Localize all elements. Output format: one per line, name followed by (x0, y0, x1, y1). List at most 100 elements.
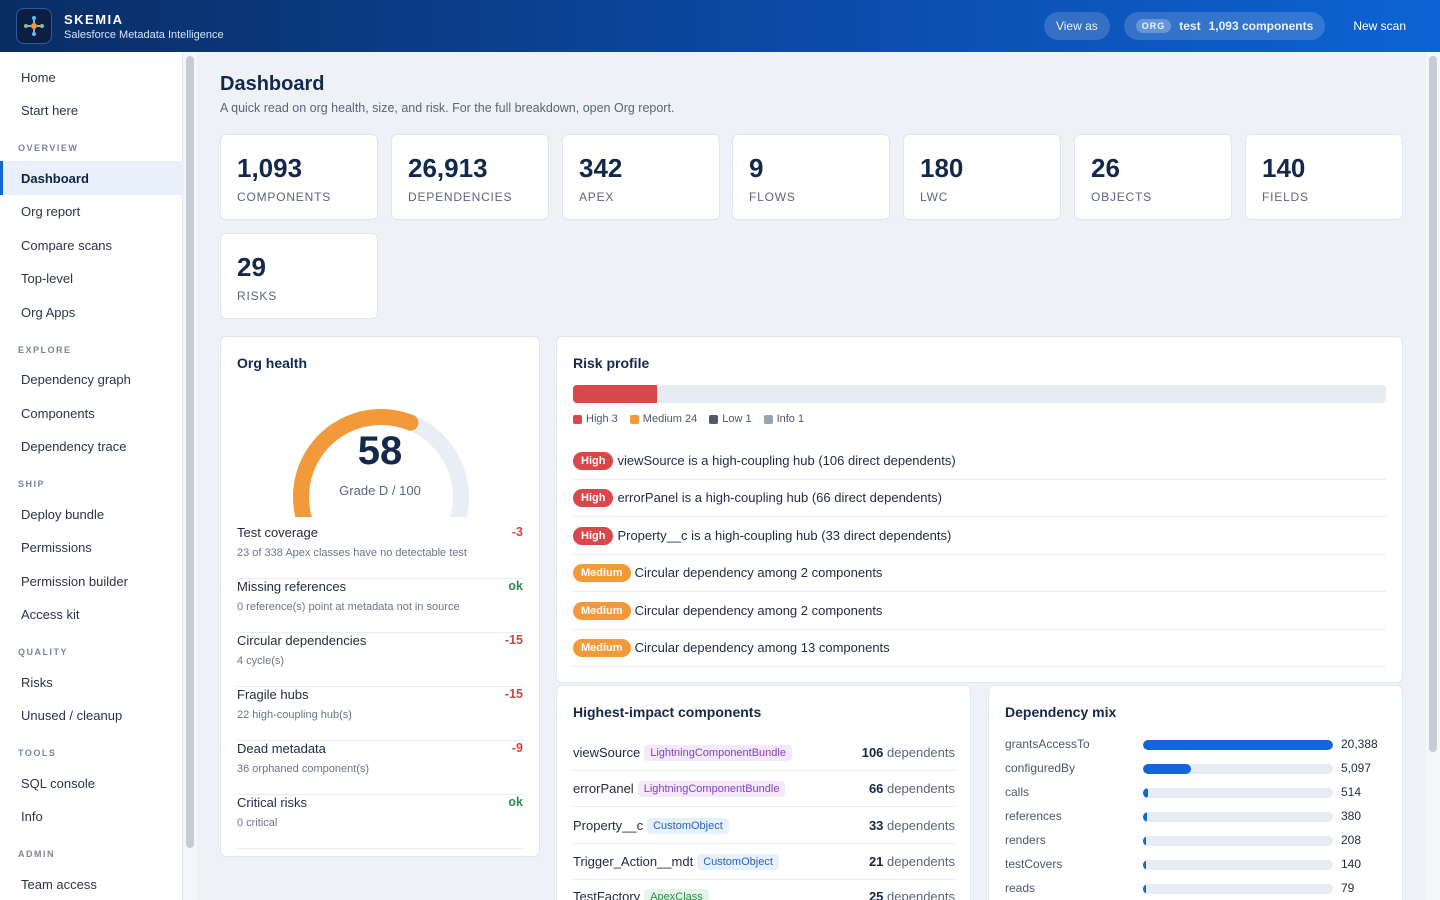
dependency-mix-title: Dependency mix (1005, 704, 1117, 720)
sidebar-item-compare-scans[interactable]: Compare scans (21, 238, 113, 253)
org-selector[interactable]: ORG test 1,093 components (1123, 12, 1326, 40)
health-row[interactable]: Dead metadata 36 orphaned component(s) -… (237, 741, 523, 795)
sidebar-item-components[interactable]: Components (21, 406, 95, 421)
kpi-card-fields[interactable]: 140 FIELDS (1245, 134, 1403, 220)
mix-row[interactable]: configuredBy 5,097 (1005, 757, 1387, 781)
risk-badge-high: High (573, 451, 614, 470)
impact-type-tag: LightningComponentBundle (644, 744, 792, 761)
sidebar-section-overview: OVERVIEW (18, 143, 79, 153)
sidebar-item-dependency-trace[interactable]: Dependency trace (21, 439, 127, 454)
impact-dependents: 66 dependents (869, 781, 955, 796)
kpi-card-dependencies[interactable]: 26,913 DEPENDENCIES (391, 134, 549, 220)
risk-item[interactable]: High viewSource is a high-coupling hub (… (573, 442, 1386, 480)
impact-count: 106 (861, 745, 884, 760)
kpi-label: OBJECTS (1091, 190, 1152, 204)
risk-item[interactable]: High errorPanel is a high-coupling hub (… (573, 479, 1386, 517)
mix-bar-track (1143, 836, 1333, 846)
risk-badge-medium: Medium (573, 638, 631, 657)
health-row-desc: 0 reference(s) point at metadata not in … (237, 601, 460, 613)
kpi-label: DEPENDENCIES (408, 190, 513, 204)
sidebar-item-access-kit[interactable]: Access kit (21, 607, 80, 622)
mix-name: calls (1005, 785, 1030, 799)
impact-row[interactable]: viewSource LightningComponentBundle 106 … (573, 735, 955, 771)
health-row[interactable]: Fragile hubs 22 high-coupling hub(s) -15 (237, 687, 523, 741)
sidebar-item-team-access[interactable]: Team access (21, 877, 97, 892)
org-components: 1,093 components (1208, 19, 1314, 33)
sidebar-item-permission-builder[interactable]: Permission builder (21, 574, 128, 589)
kpi-card-risks[interactable]: 29 RISKS (220, 233, 378, 319)
sidebar-item-deploy-bundle[interactable]: Deploy bundle (21, 507, 105, 522)
health-row-desc: 4 cycle(s) (237, 655, 285, 667)
legend-label: Info 1 (776, 413, 805, 425)
org-tag: ORG (1135, 19, 1172, 33)
sidebar-item-unused-cleanup[interactable]: Unused / cleanup (21, 708, 123, 723)
legend-low: Low 1 (709, 413, 752, 425)
top-bar: SKEMIA Salesforce Metadata Intelligence … (0, 0, 1440, 52)
sidebar-item-dependency-graph[interactable]: Dependency graph (21, 372, 131, 387)
risk-badge-high: High (573, 488, 614, 507)
kpi-label: LWC (920, 190, 949, 204)
sidebar-item-sql-console[interactable]: SQL console (21, 776, 95, 791)
health-row[interactable]: Missing references 0 reference(s) point … (237, 579, 523, 633)
kpi-card-components[interactable]: 1,093 COMPONENTS (220, 134, 378, 220)
kpi-card-flows[interactable]: 9 FLOWS (732, 134, 890, 220)
health-gauge (293, 409, 469, 517)
kpi-card-objects[interactable]: 26 OBJECTS (1074, 134, 1232, 220)
mix-bar-track (1143, 788, 1333, 798)
impact-type-tag: CustomObject (697, 853, 779, 870)
impact-row[interactable]: Property__c CustomObject 33 dependents (573, 808, 955, 844)
main-scrollbar[interactable] (1429, 56, 1437, 752)
health-row-value: ok (508, 579, 523, 593)
new-scan-button[interactable]: New scan (1353, 19, 1406, 33)
risk-item-text: viewSource is a high-coupling hub (106 d… (617, 453, 956, 468)
mix-row[interactable]: grantsAccessTo 20,388 (1005, 733, 1387, 757)
dependents-word: dependents (887, 889, 955, 900)
sidebar-item-home[interactable]: Home (21, 70, 56, 85)
health-row[interactable]: Critical risks 0 critical ok (237, 795, 523, 849)
health-row-name: Critical risks (237, 795, 308, 810)
mix-row[interactable]: renders 208 (1005, 829, 1387, 853)
risk-item[interactable]: Medium Circular dependency among 2 compo… (573, 592, 1386, 630)
view-as-button[interactable]: View as (1043, 12, 1110, 40)
mix-row[interactable]: references 380 (1005, 805, 1387, 829)
impact-count: 66 (868, 781, 884, 796)
brand: SKEMIA Salesforce Metadata Intelligence (64, 12, 224, 41)
impact-row[interactable]: errorPanel LightningComponentBundle 66 d… (573, 771, 955, 807)
impact-row[interactable]: Trigger_Action__mdt CustomObject 21 depe… (573, 844, 955, 880)
sidebar-scrollbar[interactable] (186, 56, 194, 848)
sidebar-item-permissions[interactable]: Permissions (21, 540, 92, 555)
mix-row[interactable]: testCovers 140 (1005, 853, 1387, 877)
sidebar-item-risks[interactable]: Risks (21, 675, 53, 690)
health-row-desc: 0 critical (237, 817, 278, 829)
kpi-card-apex[interactable]: 342 APEX (562, 134, 720, 220)
impact-name: Property__c (573, 818, 644, 833)
risk-item-text: Circular dependency among 2 components (634, 603, 883, 618)
logo-icon[interactable] (16, 8, 52, 44)
sidebar: Home Start here OVERVIEW Dashboard Org r… (0, 52, 183, 900)
impact-row[interactable]: TestFactory ApexClass 25 dependents (573, 879, 955, 900)
risk-item[interactable]: High Property__c is a high-coupling hub … (573, 517, 1386, 555)
kpi-card-lwc[interactable]: 180 LWC (903, 134, 1061, 220)
health-row[interactable]: Test coverage 23 of 338 Apex classes hav… (237, 525, 523, 579)
risk-item[interactable]: Medium Circular dependency among 2 compo… (573, 554, 1386, 592)
sidebar-item-info[interactable]: Info (21, 809, 43, 824)
sidebar-item-org-report[interactable]: Org report (21, 204, 81, 219)
sidebar-item-org-apps[interactable]: Org Apps (21, 305, 76, 320)
mix-row[interactable]: reads 79 (1005, 877, 1387, 900)
sidebar-item-start-here[interactable]: Start here (21, 103, 79, 118)
sidebar-item-dashboard[interactable]: Dashboard (0, 161, 183, 195)
mix-bar-fill (1143, 788, 1148, 798)
mix-row[interactable]: calls 514 (1005, 781, 1387, 805)
risk-item[interactable]: Medium Circular dependency among 13 comp… (573, 629, 1386, 667)
sidebar-item-top-level[interactable]: Top-level (21, 271, 74, 286)
mix-value: 208 (1341, 833, 1362, 847)
mix-bar-fill (1143, 884, 1146, 894)
sidebar-section-ship: SHIP (18, 479, 46, 489)
legend-high: High 3 (573, 413, 618, 425)
mix-value: 20,388 (1341, 737, 1378, 751)
sidebar-section-admin: ADMIN (18, 849, 55, 859)
mix-bar-track (1143, 740, 1333, 750)
health-row[interactable]: Circular dependencies 4 cycle(s) -15 (237, 633, 523, 687)
kpi-value: 342 (579, 153, 623, 183)
page-title: Dashboard (220, 73, 325, 95)
